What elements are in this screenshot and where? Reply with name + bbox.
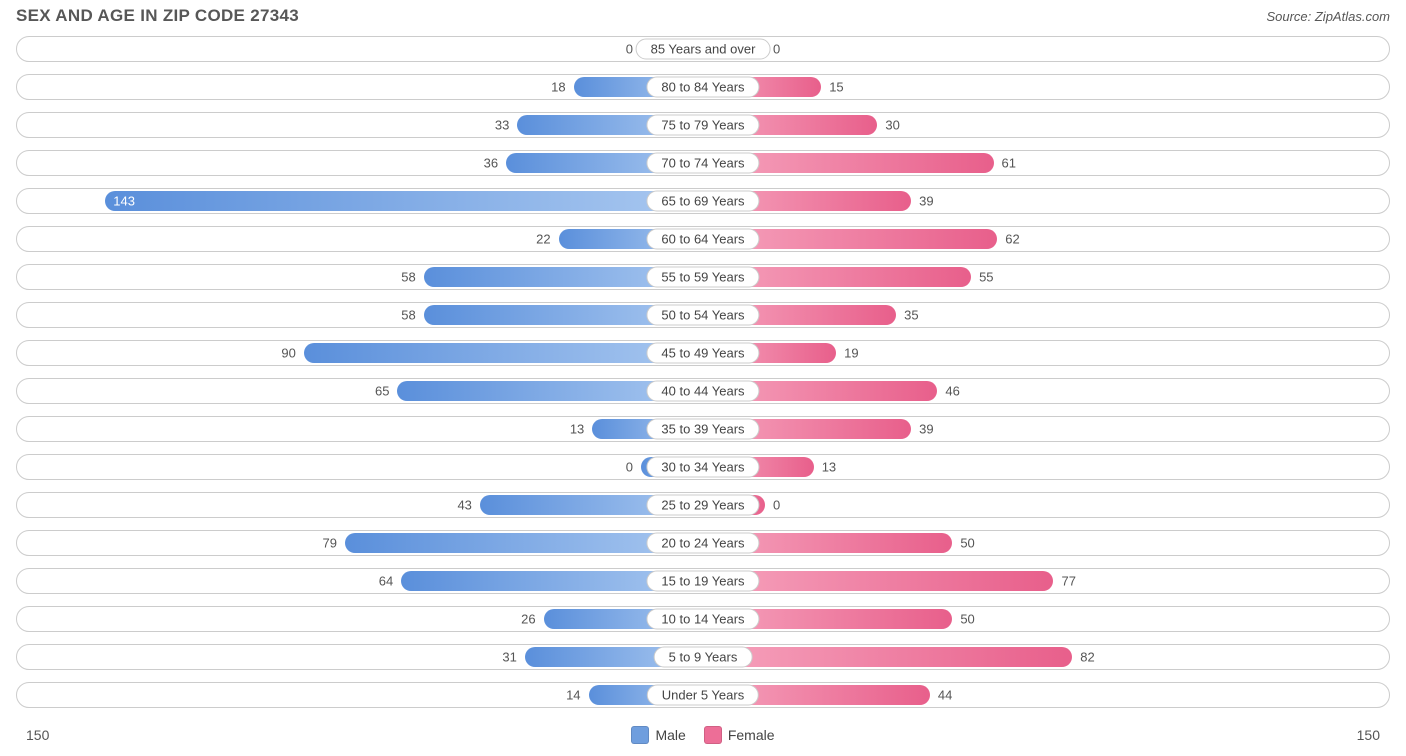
age-row: 85 Years and over0 0 (16, 36, 1390, 62)
chart-title: SEX AND AGE IN ZIP CODE 27343 (16, 6, 299, 26)
age-row: 70 to 74 Years 36 61 (16, 150, 1390, 176)
age-row: 80 to 84 Years 18 15 (16, 74, 1390, 100)
female-value: 0 (773, 498, 780, 513)
male-value: 58 (401, 308, 415, 323)
female-value: 13 (822, 460, 836, 475)
female-value: 77 (1061, 574, 1075, 589)
age-row-label: 35 to 39 Years (646, 419, 759, 440)
chart-header: SEX AND AGE IN ZIP CODE 27343 Source: Zi… (0, 0, 1406, 36)
female-value: 55 (979, 270, 993, 285)
male-value: 143 (113, 194, 135, 209)
age-row-label: 55 to 59 Years (646, 267, 759, 288)
chart-area: 85 Years and over0080 to 84 Years181575 … (0, 36, 1406, 724)
age-row-label: 65 to 69 Years (646, 191, 759, 212)
age-row-label: 15 to 19 Years (646, 571, 759, 592)
age-row: 55 to 59 Years 58 55 (16, 264, 1390, 290)
age-row-label: 50 to 54 Years (646, 305, 759, 326)
female-value: 82 (1080, 650, 1094, 665)
female-value: 0 (773, 42, 780, 57)
male-value: 43 (457, 498, 471, 513)
age-row-label: 60 to 64 Years (646, 229, 759, 250)
female-value: 39 (919, 422, 933, 437)
male-value: 14 (566, 688, 580, 703)
age-row: 65 to 69 Years 143 39 (16, 188, 1390, 214)
age-row: 40 to 44 Years 65 46 (16, 378, 1390, 404)
male-value: 90 (281, 346, 295, 361)
age-row-label: 70 to 74 Years (646, 153, 759, 174)
female-value: 50 (960, 536, 974, 551)
female-value: 50 (960, 612, 974, 627)
legend-male: Male (631, 726, 685, 744)
age-row-label: 10 to 14 Years (646, 609, 759, 630)
age-row: 60 to 64 Years 22 62 (16, 226, 1390, 252)
chart-footer: 150 Male Female 150 (0, 724, 1406, 756)
age-row-label: 80 to 84 Years (646, 77, 759, 98)
male-value: 65 (375, 384, 389, 399)
male-value: 0 (626, 460, 633, 475)
age-row-label: 40 to 44 Years (646, 381, 759, 402)
male-value: 36 (484, 156, 498, 171)
age-row: 15 to 19 Years 64 77 (16, 568, 1390, 594)
swatch-female-icon (704, 726, 722, 744)
female-value: 35 (904, 308, 918, 323)
age-row: 25 to 29 Years 43 0 (16, 492, 1390, 518)
male-value: 22 (536, 232, 550, 247)
male-bar: 143 (105, 191, 703, 211)
male-value: 31 (502, 650, 516, 665)
legend-female: Female (704, 726, 775, 744)
male-value: 0 (626, 42, 633, 57)
age-row: 50 to 54 Years 58 35 (16, 302, 1390, 328)
male-value: 79 (323, 536, 337, 551)
male-value: 18 (551, 80, 565, 95)
female-value: 44 (938, 688, 952, 703)
swatch-male-icon (631, 726, 649, 744)
male-value: 33 (495, 118, 509, 133)
age-row: 5 to 9 Years 31 82 (16, 644, 1390, 670)
age-row: 30 to 34 Years 0 13 (16, 454, 1390, 480)
age-row-label: Under 5 Years (647, 685, 759, 706)
age-row: 75 to 79 Years 33 30 (16, 112, 1390, 138)
female-value: 30 (885, 118, 899, 133)
age-row: Under 5 Years 14 44 (16, 682, 1390, 708)
age-row-label: 85 Years and over (636, 39, 771, 60)
age-row-label: 20 to 24 Years (646, 533, 759, 554)
female-value: 62 (1005, 232, 1019, 247)
age-row: 35 to 39 Years 13 39 (16, 416, 1390, 442)
legend: Male Female (631, 726, 774, 744)
age-row-label: 75 to 79 Years (646, 115, 759, 136)
female-value: 39 (919, 194, 933, 209)
female-value: 46 (945, 384, 959, 399)
chart-source: Source: ZipAtlas.com (1266, 9, 1390, 24)
age-row: 20 to 24 Years 79 50 (16, 530, 1390, 556)
female-value: 19 (844, 346, 858, 361)
male-value: 13 (570, 422, 584, 437)
age-row-label: 45 to 49 Years (646, 343, 759, 364)
male-value: 26 (521, 612, 535, 627)
male-value: 64 (379, 574, 393, 589)
chart-container: SEX AND AGE IN ZIP CODE 27343 Source: Zi… (0, 0, 1406, 756)
female-value: 61 (1002, 156, 1016, 171)
female-value: 15 (829, 80, 843, 95)
age-row-label: 25 to 29 Years (646, 495, 759, 516)
age-row: 10 to 14 Years 26 50 (16, 606, 1390, 632)
age-row-label: 5 to 9 Years (654, 647, 753, 668)
age-row: 45 to 49 Years 90 19 (16, 340, 1390, 366)
male-value: 58 (401, 270, 415, 285)
age-row-label: 30 to 34 Years (646, 457, 759, 478)
female-bar (703, 647, 1072, 667)
male-bar (304, 343, 703, 363)
